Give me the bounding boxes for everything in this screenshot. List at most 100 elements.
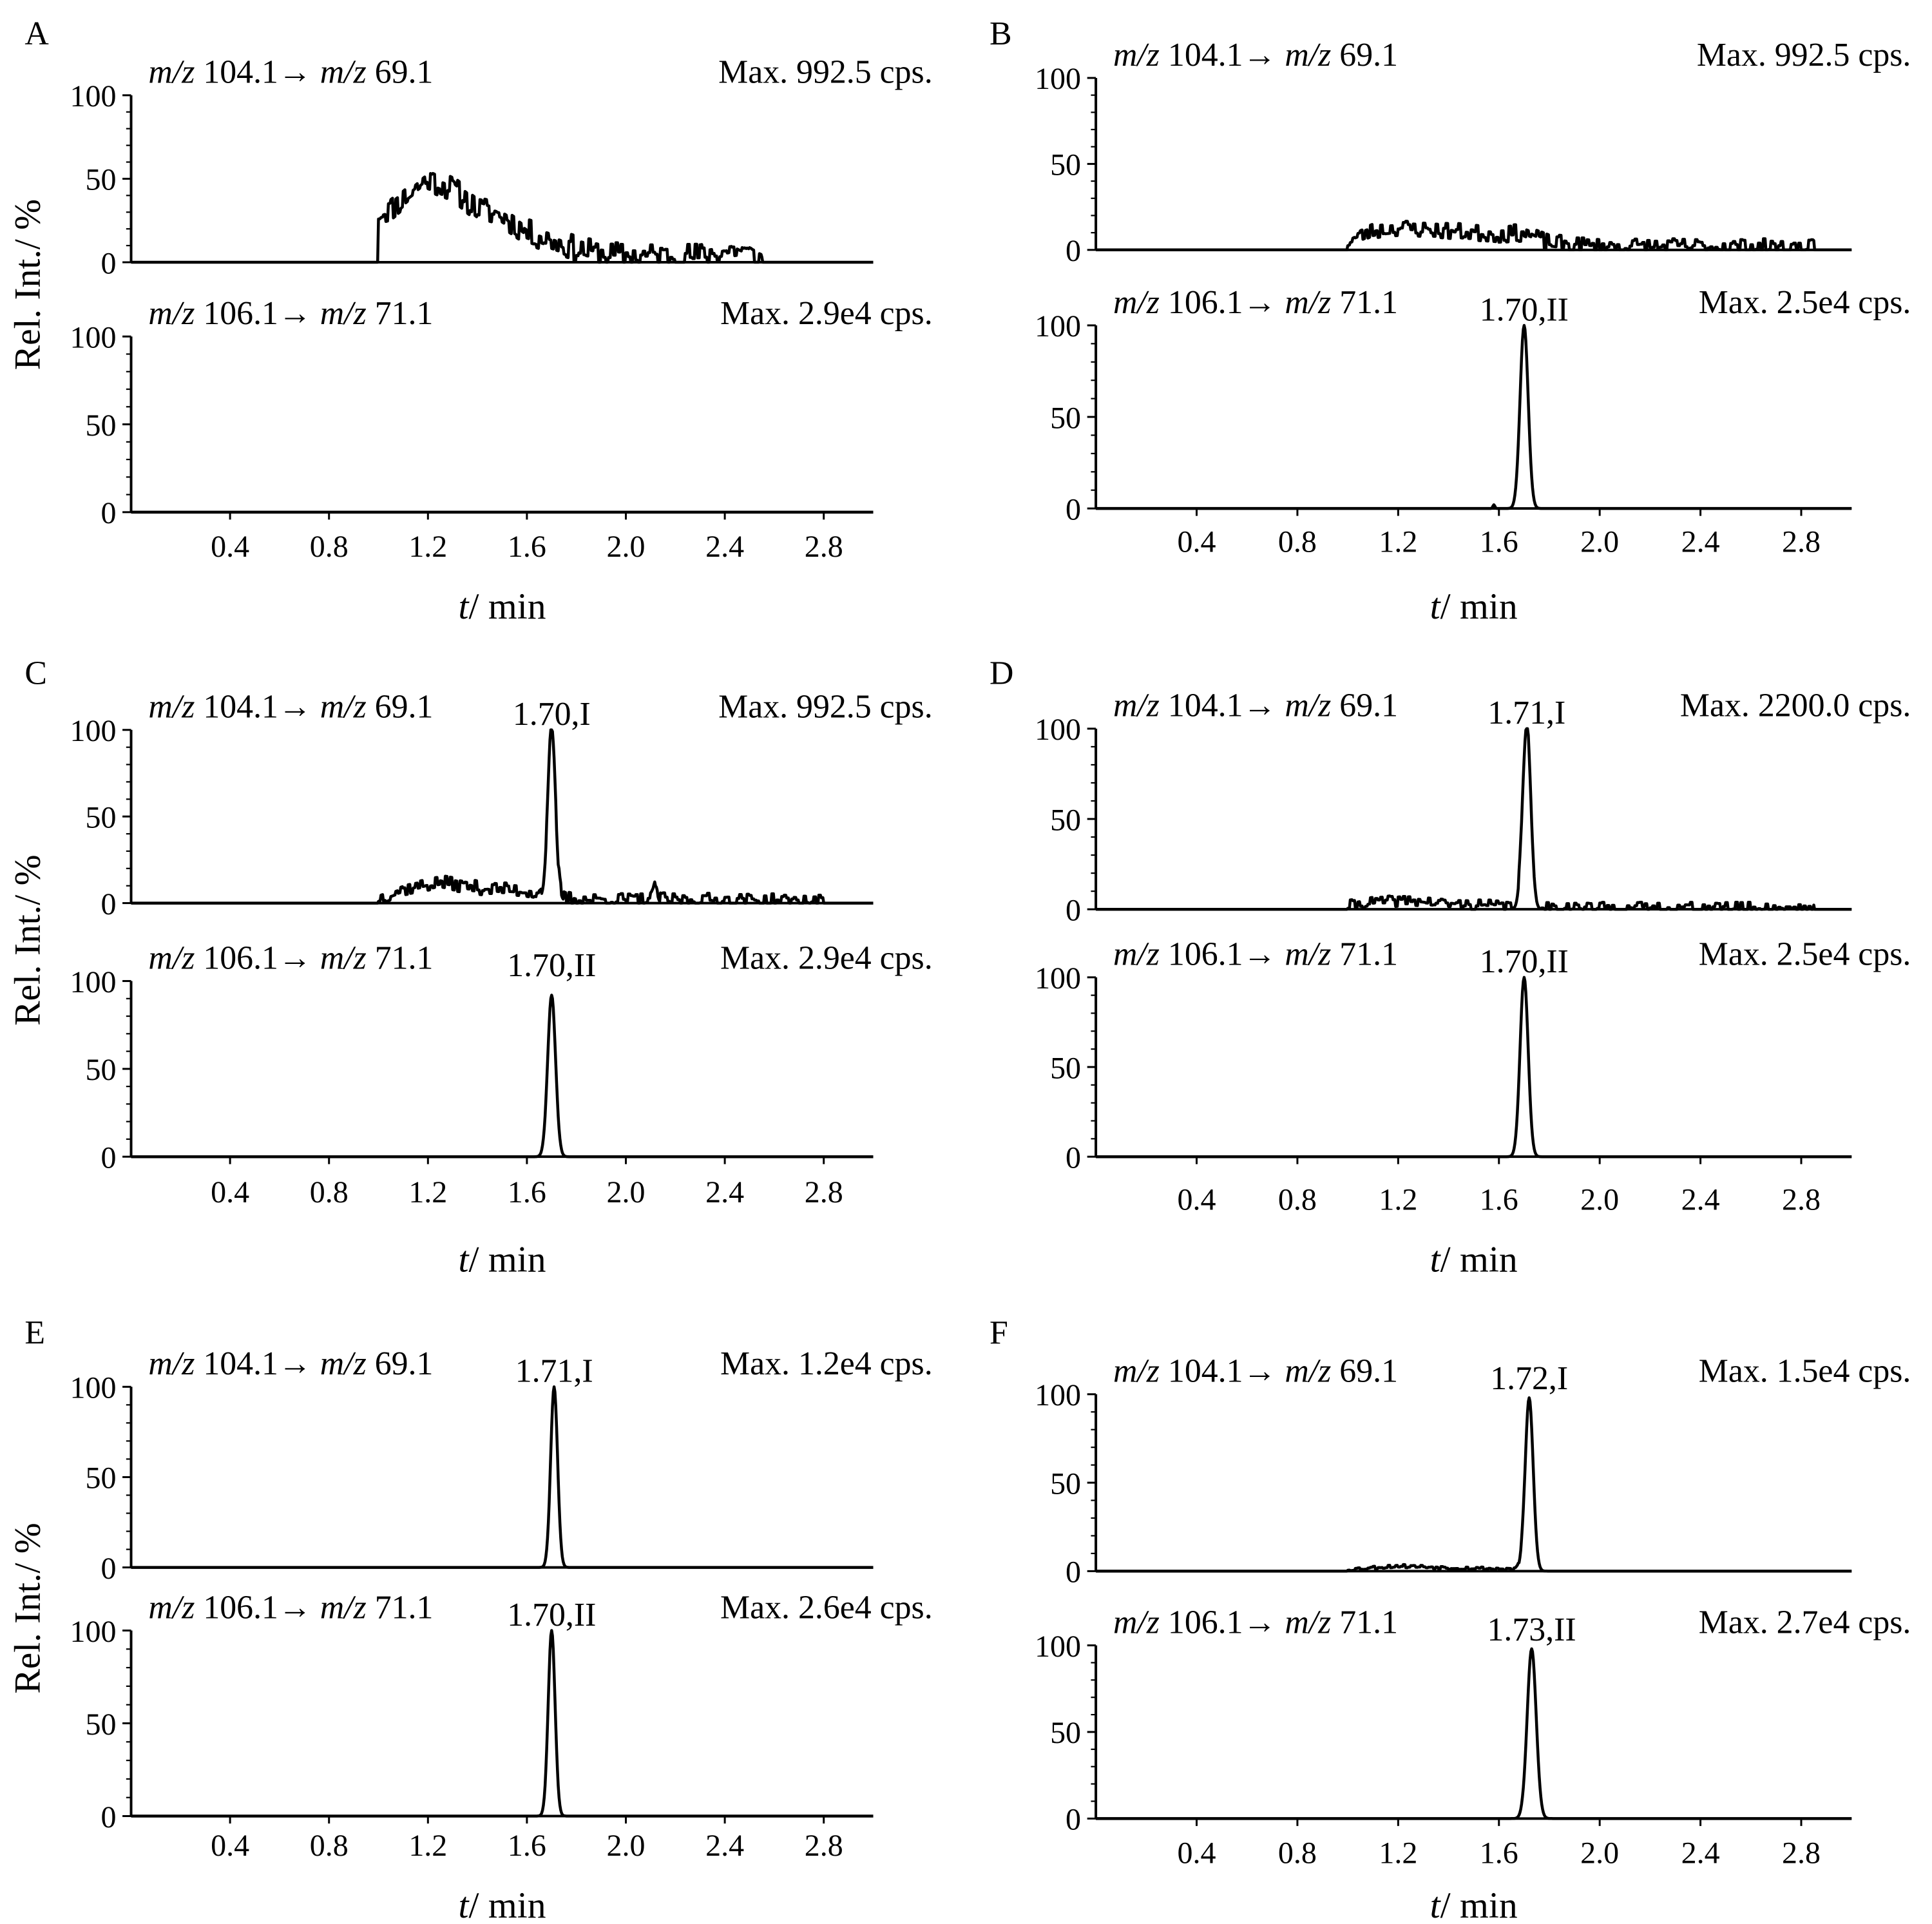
x-tick-label: 2.8 [1782, 1183, 1821, 1217]
x-tick-label: 1.2 [1379, 1183, 1417, 1217]
channel-label: m/z 104.1→ m/z 69.1 [1113, 688, 1398, 724]
trace-1: 100 50 0 m/z 104.1→ m/z 69.1 Max. 992.5 cps. [1035, 37, 1911, 268]
trace-1: 100 50 0 m/z 104.1→ m/z 69.1 Max. 1.2e4 cps.… [70, 1345, 932, 1586]
x-axis-title: t/ min [459, 1240, 546, 1280]
max-intensity-label: Max. 992.5 cps. [718, 54, 933, 91]
x-tick-label: 1.6 [508, 1829, 546, 1863]
y-tick-label: 50 [85, 1708, 116, 1742]
channel-from: 106.1→ [195, 295, 320, 332]
channel-mz-prefix: m/z [1113, 1353, 1160, 1390]
channel-mz-prefix: m/z [148, 1589, 195, 1626]
channel-mz-prefix: m/z [320, 295, 367, 332]
y-tick-label: 100 [1035, 961, 1081, 996]
x-tick-label: 0.4 [1178, 1183, 1216, 1217]
x-axis-title: t/ min [1430, 586, 1518, 627]
y-tick-label: 50 [1050, 1467, 1081, 1501]
channel-mz-prefix: m/z [148, 939, 195, 976]
x-tick-label: 0.4 [211, 530, 249, 564]
trace-2: 100 50 0 m/z 106.1→ m/z 71.1 Max. 2.9e4 cps.… [70, 939, 932, 1175]
signal-trace [130, 994, 874, 1159]
channel-mz-prefix: m/z [320, 54, 367, 91]
trace-2: 100 50 0 m/z 106.1→ m/z 71.1 Max. 2.5e4 cps.… [1035, 284, 1911, 527]
x-tick-label: 1.6 [1480, 524, 1518, 559]
x-tick-label: 1.2 [408, 1175, 447, 1209]
channel-to: 71.1 [367, 295, 434, 332]
x-tick-label: 0.8 [1278, 1836, 1317, 1870]
y-tick-label: 0 [100, 1140, 116, 1175]
y-tick-label: 0 [1066, 1803, 1081, 1837]
channel-mz-prefix: m/z [1285, 37, 1331, 73]
channel-mz-prefix: m/z [1285, 1353, 1331, 1390]
y-tick-label: 0 [100, 246, 116, 280]
x-tick-label: 2.0 [1580, 524, 1619, 559]
y-tick-label: 50 [85, 1461, 116, 1496]
x-tick-label: 0.4 [211, 1175, 249, 1209]
panel-label: A [24, 15, 49, 52]
channel-mz-prefix: m/z [1113, 37, 1160, 73]
y-tick-label: 0 [1066, 492, 1081, 526]
channel-mz-prefix: m/z [320, 1589, 367, 1626]
y-tick-label: 100 [1035, 713, 1081, 747]
panel-label: F [990, 1314, 1008, 1351]
trace-1: 100 50 0 m/z 104.1→ m/z 69.1 Max. 2200.0 cps… [1035, 688, 1911, 928]
trace-1: 100 50 0 m/z 104.1→ m/z 69.1 Max. 992.5 cps.… [70, 689, 932, 921]
channel-label: m/z 106.1→ m/z 71.1 [1113, 284, 1398, 321]
x-axis-var: t [1430, 1885, 1442, 1924]
y-tick-label: 0 [1066, 1555, 1081, 1590]
x-tick-label: 1.6 [508, 530, 546, 564]
channel-from: 104.1→ [195, 54, 320, 91]
x-tick-label: 2.8 [805, 1829, 843, 1863]
y-tick-label: 100 [70, 1371, 116, 1405]
y-tick-label: 50 [85, 409, 116, 443]
max-intensity-label: Max. 2.5e4 cps. [1699, 936, 1911, 973]
x-tick-label: 2.4 [1681, 1183, 1720, 1217]
x-axis-var: t [459, 1885, 470, 1924]
x-axis-unit: / min [1440, 1885, 1518, 1924]
peak-label: 1.70,II [507, 1597, 596, 1633]
x-tick-label: 2.0 [607, 1175, 646, 1209]
x-axis-var: t [459, 586, 470, 627]
max-intensity-label: Max. 992.5 cps. [718, 689, 933, 726]
signal-trace [130, 1629, 874, 1818]
y-axis-label-row-2: Rel. Int./ % [7, 854, 48, 1025]
x-tick-label: 2.0 [607, 530, 646, 564]
x-tick-label: 1.2 [408, 1829, 447, 1863]
x-tick-label: 1.6 [1480, 1836, 1518, 1870]
y-tick-label: 100 [1035, 1378, 1081, 1412]
channel-mz-prefix: m/z [148, 54, 195, 91]
x-tick-label: 0.4 [211, 1829, 249, 1863]
channel-mz-prefix: m/z [1285, 1604, 1331, 1640]
channel-mz-prefix: m/z [320, 939, 367, 976]
y-tick-label: 50 [1050, 1051, 1081, 1085]
y-tick-label: 50 [1050, 401, 1081, 435]
channel-from: 106.1→ [195, 939, 320, 976]
x-axis-unit: / min [469, 586, 546, 627]
channel-label: m/z 106.1→ m/z 71.1 [148, 939, 433, 976]
panel-label: B [990, 15, 1012, 52]
channel-from: 106.1→ [1160, 1604, 1285, 1640]
x-axis-title: t/ min [459, 1885, 546, 1924]
peak-label: 1.70,I [513, 696, 591, 733]
y-tick-label: 50 [85, 1053, 116, 1087]
max-intensity-label: Max. 2.9e4 cps. [720, 295, 933, 332]
x-axis-title: t/ min [1430, 1885, 1518, 1924]
channel-from: 104.1→ [1160, 688, 1285, 724]
max-intensity-label: Max. 1.5e4 cps. [1699, 1353, 1911, 1390]
max-intensity-label: Max. 2200.0 cps. [1680, 688, 1911, 724]
y-tick-label: 100 [1035, 309, 1081, 343]
channel-to: 69.1 [1331, 37, 1398, 73]
channel-label: m/z 106.1→ m/z 71.1 [148, 295, 433, 332]
peak-label: 1.70,II [507, 947, 596, 984]
channel-mz-prefix: m/z [1113, 688, 1160, 724]
y-tick-label: 50 [85, 163, 116, 197]
y-tick-label: 50 [1050, 803, 1081, 837]
channel-mz-prefix: m/z [320, 689, 367, 726]
channel-mz-prefix: m/z [1285, 284, 1331, 321]
signal-trace [1095, 323, 1853, 510]
channel-mz-prefix: m/z [1113, 284, 1160, 321]
y-tick-label: 0 [100, 1800, 116, 1834]
channel-from: 106.1→ [195, 1589, 320, 1626]
y-tick-label: 100 [1035, 62, 1081, 96]
channel-to: 71.1 [1331, 936, 1398, 973]
